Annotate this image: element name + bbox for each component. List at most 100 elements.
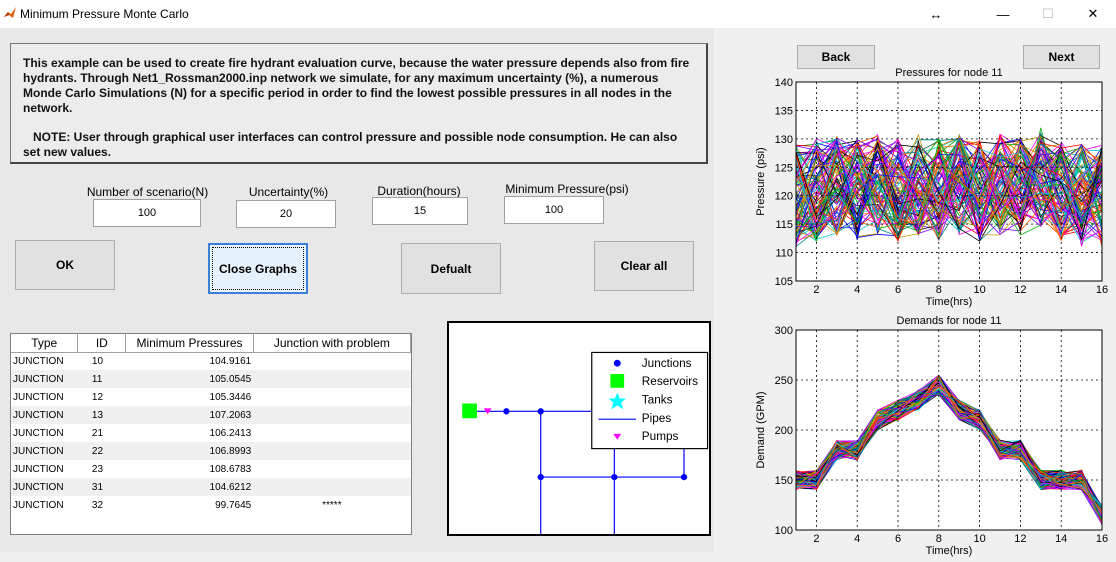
close-button[interactable]: ✕ [1087,6,1099,21]
x-axis-label: Time(hrs) [926,545,973,557]
plot-frame [795,329,1103,531]
series-line [795,141,1103,234]
cell-type: JUNCTION [13,463,64,475]
y-tick-label: 100 [775,525,793,537]
junction-markers [503,408,688,481]
cell-problem: ***** [322,499,342,511]
cell-min-pressure: 104.6212 [125,478,254,496]
cell-id: 21 [91,427,104,439]
series-line [795,149,1103,237]
cell-id: 22 [77,442,126,460]
table-row[interactable]: JUNCTION 32 99.7645 ***** [11,496,411,514]
cell-problem [253,442,411,460]
series-line [795,147,1103,240]
table-row[interactable]: JUNCTION 13 107.2063 [11,406,411,424]
legend-pipes-label: Pipes [642,412,672,425]
table-header-row: Type ID Minimum Pressures Junction with … [11,334,412,353]
title-bar: Minimum Pressure Monte Carlo ↔ — ☐ ✕ [0,0,1116,28]
cell-type: JUNCTION [13,427,64,439]
cell-min-pressure: 106.8993 [125,442,254,460]
duration-input[interactable] [372,197,468,225]
table-row[interactable]: JUNCTION 23 108.6783 [11,460,411,478]
y-tick-label: 300 [775,325,793,337]
uncertainty-label: Uncertainty(%) [248,185,329,199]
table-row[interactable]: JUNCTION 22 106.8993 [11,442,411,460]
demand-chart: 2 4 6 8 10 12 14 16 100 150 200 250 300 Demands for n… [755,315,1108,557]
scenarios-input[interactable] [93,199,201,227]
col-problem-header[interactable]: Junction with problem [253,334,412,353]
plot-frame [795,81,1103,282]
junction-marker [611,473,618,481]
cell-min-pressure: 105.0545 [125,370,254,388]
cell-min-pressure: 105.3446 [209,391,252,403]
cell-min-pressure: 106.2413 [209,427,252,439]
x-tick-label: 10 [973,284,985,296]
minimize-button[interactable]: — [996,6,1010,22]
x-tick-label: 12 [1014,533,1026,545]
series-line [795,139,1103,236]
cell-min-pressure: 108.6783 [209,463,252,475]
junction-marker [503,408,510,415]
x-tick-label: 4 [854,284,860,296]
matlab-icon [4,7,16,18]
x-tick-label: 14 [1055,284,1067,296]
close-graphs-button[interactable]: Close Graphs [208,243,308,294]
junction-marker [537,473,544,481]
series-line [795,386,1103,512]
back-button[interactable]: Back [797,45,875,69]
table-row[interactable]: JUNCTION 10 104.9161 [11,352,411,370]
y-tick-label: 115 [775,219,793,231]
legend-tanks-label: Tanks [642,393,673,406]
cell-type: JUNCTION [13,499,64,511]
table-row[interactable]: JUNCTION 12 105.3446 [11,388,411,406]
legend-tank-icon [608,392,627,410]
cell-problem [253,388,410,406]
y-tick-label: 105 [775,276,793,288]
move-icon[interactable]: ↔ [929,6,943,22]
pressure-chart: 2 4 6 8 10 12 14 16 105 110 115 120 125 130 135 140 Pres… [755,67,1108,308]
cell-problem [253,406,411,424]
cell-problem [253,460,410,478]
results-table[interactable]: Type ID Minimum Pressures Junction with … [10,333,412,535]
y-axis-label: Pressure (psi) [755,147,767,215]
series-line [795,138,1103,237]
cell-id: 10 [91,355,104,367]
series-line [795,392,1103,520]
window-title: Minimum Pressure Monte Carlo [20,7,189,21]
col-type-header[interactable]: Type [11,334,79,353]
x-tick-label: 12 [1014,284,1026,296]
legend-pumps-label: Pumps [642,430,679,443]
maximize-button[interactable]: ☐ [1042,6,1054,21]
cell-min-pressure: 107.2063 [125,406,254,424]
default-button[interactable]: Defualt [401,243,501,294]
ok-button[interactable]: OK [15,240,115,290]
table-row[interactable]: JUNCTION 21 106.2413 [11,424,411,442]
chart-title: Demands for node 11 [897,315,1002,327]
cell-min-pressure: 104.9161 [209,355,252,367]
cell-type: JUNCTION [11,406,78,424]
min-pressure-input[interactable] [504,196,604,224]
col-min-pressure-header[interactable]: Minimum Pressures [125,334,254,353]
x-axis-label: Time(hrs) [926,296,973,308]
legend-junctions-label: Junctions [642,357,692,370]
series-line [795,137,1103,228]
table-body: JUNCTION 10 104.9161 JUNCTION 11 105.0545 JUNC… [11,352,411,514]
series-line [795,138,1103,241]
cell-problem [253,370,411,388]
cell-id: 31 [77,478,126,496]
series-line [795,384,1103,514]
x-tick-label: 6 [895,284,901,296]
table-row[interactable]: JUNCTION 11 105.0545 [11,370,411,388]
legend-pump-icon [613,433,622,440]
description-box: This example can be used to create fire … [10,43,708,164]
x-tick-label: 16 [1096,284,1108,296]
cell-problem [253,352,410,370]
clear-all-button[interactable]: Clear all [594,241,694,291]
cell-id: 12 [91,391,104,403]
col-id-header[interactable]: ID [77,334,127,353]
table-row[interactable]: JUNCTION 31 104.6212 [11,478,411,496]
x-tick-label: 2 [813,533,819,545]
next-button[interactable]: Next [1023,45,1100,69]
uncertainty-input[interactable] [236,200,336,228]
